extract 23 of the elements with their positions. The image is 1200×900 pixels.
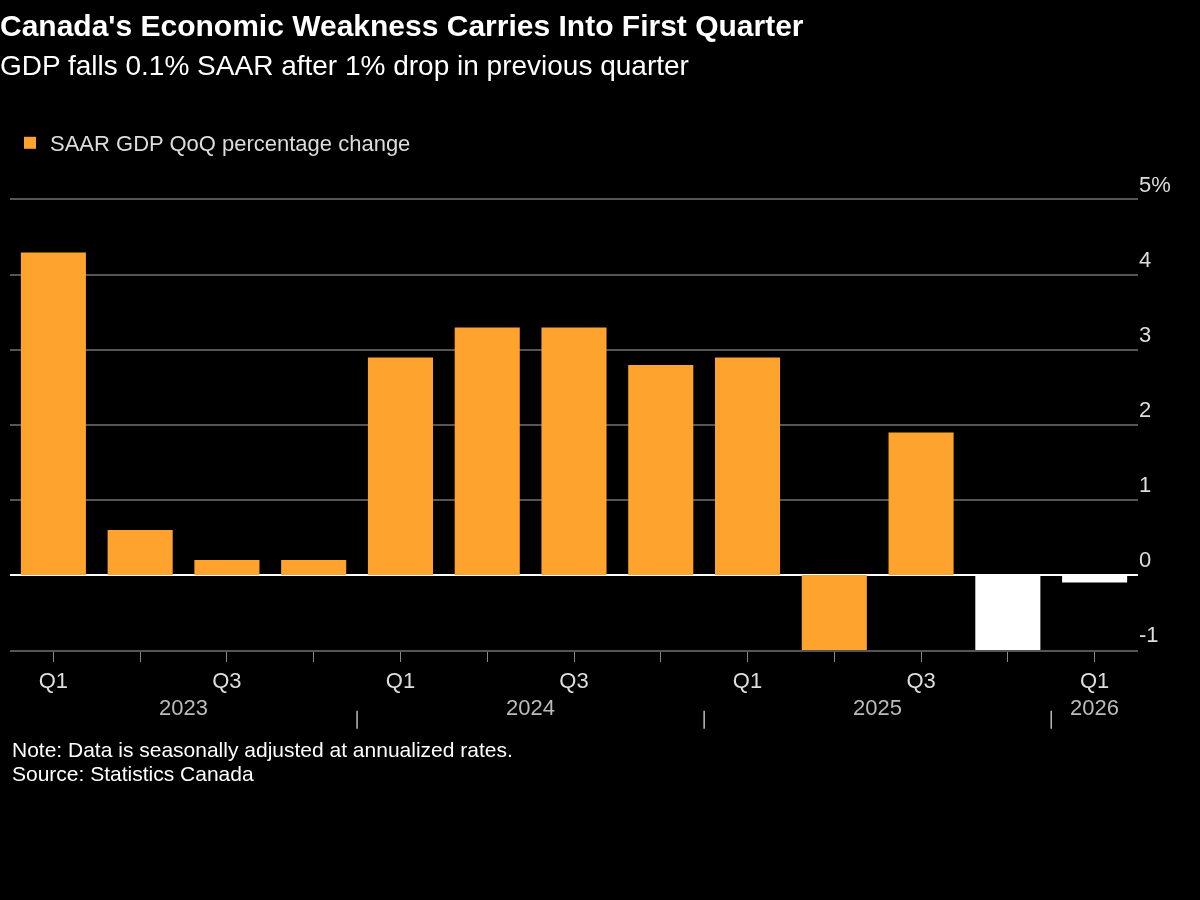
chart-title: Canada's Economic Weakness Carries Into First Quarter bbox=[0, 9, 804, 42]
legend-label: SAAR GDP QoQ percentage change bbox=[50, 131, 411, 157]
x-tick-label: Q3 bbox=[559, 668, 589, 694]
y-tick-label: -1 bbox=[1139, 622, 1159, 648]
text: Note: Data is seasonally adjusted at annualized rates. bbox=[12, 738, 513, 761]
y-tick-label: 2 bbox=[1139, 397, 1152, 423]
y-tick-label: 5% bbox=[1139, 172, 1171, 198]
y-tick-label: 1 bbox=[1139, 472, 1152, 498]
chart-subtitle: GDP falls 0.1% SAAR after 1% drop in previous quarter bbox=[0, 50, 689, 81]
x-tick-label: Q1 bbox=[385, 668, 416, 694]
y-tick-label: 4 bbox=[1139, 247, 1152, 273]
x-tick-label: Q1 bbox=[38, 668, 69, 694]
text: 2024 bbox=[506, 695, 555, 720]
x-tick-label: Q3 bbox=[212, 668, 242, 694]
y-tick-label: 3 bbox=[1139, 322, 1152, 348]
text: 2023 bbox=[159, 695, 208, 720]
text: 2026 bbox=[1070, 695, 1119, 720]
y-tick-label: 0 bbox=[1139, 547, 1152, 573]
text: 2025 bbox=[853, 695, 902, 720]
x-tick-label: Q3 bbox=[906, 668, 936, 694]
x-tick-label: Q1 bbox=[1079, 668, 1110, 694]
x-tick-label: Q1 bbox=[732, 668, 763, 694]
source-note: Source: Statistics Canada bbox=[12, 762, 254, 785]
